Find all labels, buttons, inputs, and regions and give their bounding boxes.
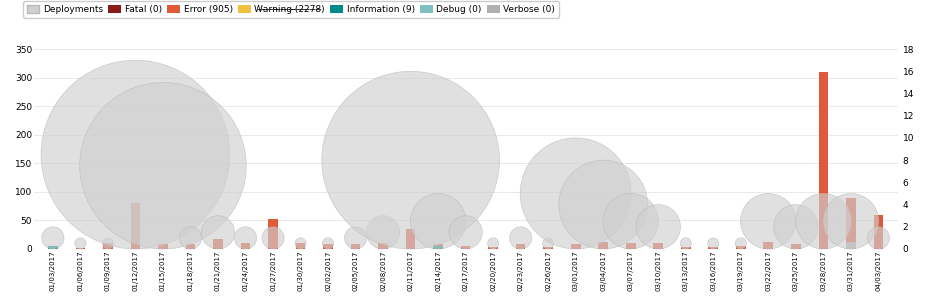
Bar [406,229,415,249]
Bar [598,242,608,249]
Bar [460,245,470,249]
Bar [158,244,168,249]
Bar [48,246,58,249]
Bar [735,245,745,249]
Bar [845,198,855,249]
Bar [432,246,443,249]
Bar [103,243,112,249]
Bar [543,247,552,249]
Bar [323,244,332,249]
Bar [680,247,690,249]
Bar [652,243,663,249]
Bar [763,242,772,249]
Bar [295,243,305,249]
Legend: Deployments, Fatal (0), Error (905), W̶a̶r̶n̶i̶n̶g̶ ̶(̶2̶2̶7̶8̶), Information (9: Deployments, Fatal (0), Error (905), W̶a… [23,2,559,18]
Bar [432,244,443,249]
Bar [571,244,580,249]
Bar [818,72,827,249]
Bar [625,243,635,249]
Bar [240,243,250,249]
Bar [131,203,140,249]
Bar [488,247,497,249]
Bar [75,248,85,249]
Bar [48,246,58,249]
Bar [186,244,195,249]
Bar [790,244,800,249]
Bar [515,244,525,249]
Bar [351,244,360,249]
Bar [268,219,277,249]
Bar [872,215,883,249]
Bar [708,247,717,249]
Bar [845,242,855,249]
Bar [378,243,388,249]
Bar [213,239,223,249]
